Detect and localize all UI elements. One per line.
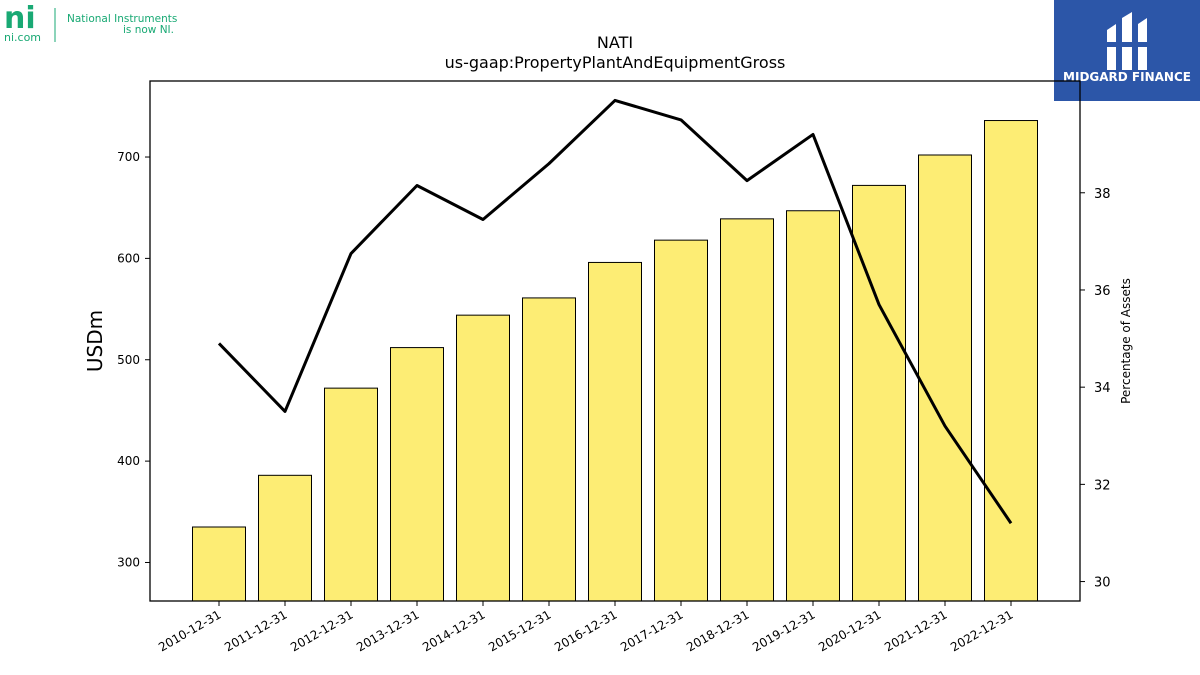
- ni-mark: ni: [4, 1, 36, 36]
- bar-2013-12-31: [390, 347, 444, 602]
- y2-tick-label-30: 30: [1094, 576, 1111, 591]
- x-tick-label-2018-12-31: 2018-12-31: [684, 607, 751, 654]
- bar-2020-12-31: [852, 184, 906, 602]
- bar-2018-12-31: [720, 218, 774, 602]
- percentage-of-assets-line: [217, 98, 1013, 525]
- bar-2015-12-31: [522, 297, 576, 602]
- y-tick-label-500: 500: [117, 353, 140, 367]
- midgard-finance-wordmark: MIDGARD FINANCE: [1063, 70, 1191, 84]
- y2-axis-label: Percentage of Assets: [1119, 278, 1133, 404]
- x-tick-label-2017-12-31: 2017-12-31: [618, 607, 685, 654]
- y2-tick-label-38: 38: [1094, 187, 1111, 202]
- y2-tick-label-32: 32: [1094, 478, 1111, 493]
- right-axis: 30 32 34 36 38: [1080, 187, 1111, 591]
- y2-tick-label-34: 34: [1094, 381, 1111, 396]
- bar-2021-12-31: [918, 154, 972, 602]
- y-tick-label-300: 300: [117, 555, 140, 569]
- x-tick-label-2012-12-31: 2012-12-31: [288, 607, 355, 654]
- bar-2017-12-31: [654, 239, 708, 602]
- ni-tagline-line1: National Instruments: [67, 13, 177, 25]
- bar-2010-12-31: [192, 526, 246, 602]
- bar-2016-12-31: [588, 261, 642, 602]
- bar-2019-12-31: [786, 210, 840, 602]
- x-tick-label-2015-12-31: 2015-12-31: [486, 607, 553, 654]
- midgard-monogram-icon: [1107, 12, 1147, 70]
- x-tick-label-2016-12-31: 2016-12-31: [552, 607, 619, 654]
- x-tick-label-2020-12-31: 2020-12-31: [816, 607, 883, 654]
- left-axis: 300 400 500 600 700: [117, 150, 150, 569]
- x-tick-label-2011-12-31: 2011-12-31: [222, 607, 289, 654]
- bars-layer: [192, 120, 1038, 602]
- x-tick-label-2021-12-31: 2021-12-31: [882, 607, 949, 654]
- line-layer: [217, 98, 1013, 525]
- y-axis-label: USDm: [83, 310, 107, 372]
- x-tick-label-2022-12-31: 2022-12-31: [948, 607, 1015, 654]
- bar-2022-12-31: [984, 120, 1038, 602]
- bar-2014-12-31: [456, 314, 510, 602]
- x-axis: 2010-12-312011-12-312012-12-312013-12-31…: [156, 601, 1016, 654]
- bar-2011-12-31: [258, 474, 312, 602]
- bar-2012-12-31: [324, 387, 378, 602]
- x-tick-label-2014-12-31: 2014-12-31: [420, 607, 487, 654]
- midgard-finance-logo: MIDGARD FINANCE: [1054, 0, 1200, 101]
- y-tick-label-600: 600: [117, 251, 140, 265]
- x-tick-label-2010-12-31: 2010-12-31: [156, 607, 223, 654]
- x-tick-label-2013-12-31: 2013-12-31: [354, 607, 421, 654]
- y-tick-label-700: 700: [117, 150, 140, 164]
- chart-subtitle: us-gaap:PropertyPlantAndEquipmentGross: [445, 53, 786, 72]
- chart-title: NATI: [597, 33, 633, 52]
- ni-logo: ni ni.com National Instruments is now NI…: [0, 0, 200, 50]
- ni-tagline-line2: is now NI.: [123, 24, 174, 36]
- ni-domain: ni.com: [4, 31, 41, 44]
- y2-tick-label-36: 36: [1094, 284, 1111, 299]
- x-tick-label-2019-12-31: 2019-12-31: [750, 607, 817, 654]
- y-tick-label-400: 400: [117, 454, 140, 468]
